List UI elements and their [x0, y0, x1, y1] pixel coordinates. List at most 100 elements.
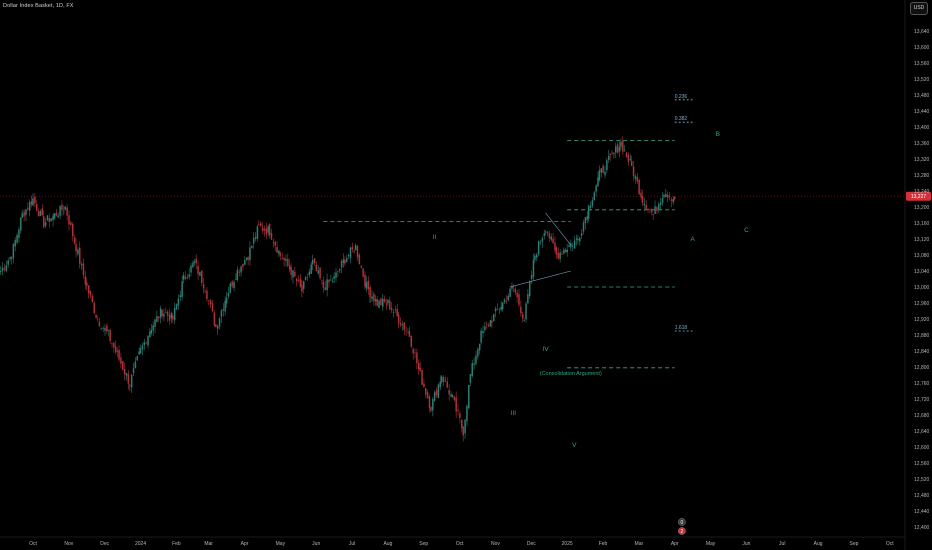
candle-body: [380, 298, 382, 306]
candle-body: [87, 285, 90, 294]
candle-body: [503, 299, 506, 303]
price-tick-label: 12,800: [914, 365, 930, 371]
price-tick-label: 13,200: [914, 205, 930, 211]
candle-body: [440, 376, 443, 383]
candle-body: [629, 159, 632, 161]
candle-body: [182, 274, 185, 280]
candle-body: [351, 247, 354, 250]
event-badge-label: 2: [680, 529, 683, 535]
candle-body: [95, 314, 97, 318]
candle-body: [421, 370, 423, 385]
candle-body: [220, 310, 223, 317]
candle-body: [18, 229, 20, 238]
candle-body: [294, 271, 296, 277]
trendline-upper: [545, 212, 571, 246]
candle-body: [268, 223, 271, 236]
wave-label: A: [690, 236, 695, 243]
candle-body: [278, 250, 280, 255]
candle-body: [505, 300, 508, 302]
candle-body: [304, 277, 307, 280]
candle-body: [408, 331, 411, 337]
time-tick-label: Sep: [850, 541, 859, 547]
candle-body: [595, 185, 597, 192]
candle-body: [397, 314, 400, 324]
candle-body: [496, 309, 499, 310]
candle-body: [229, 283, 232, 293]
candle-body: [430, 407, 432, 411]
candle-body: [471, 363, 473, 377]
candle-body: [173, 308, 176, 321]
time-tick-label: Mar: [204, 541, 213, 547]
candle-body: [457, 409, 459, 412]
candle-body: [20, 217, 22, 231]
time-tick-label: Jun: [312, 541, 320, 547]
time-tick-label: Apr: [241, 541, 249, 547]
candle-body: [520, 306, 522, 314]
candle-body: [317, 270, 319, 274]
candle-body: [365, 282, 368, 289]
candle-body: [175, 304, 178, 310]
candle-body: [55, 212, 58, 216]
candle-body: [89, 290, 92, 296]
time-tick-label: Oct: [29, 541, 37, 547]
candle-body: [579, 237, 581, 242]
candle-body: [149, 331, 151, 338]
candle-body: [122, 361, 124, 370]
candle-body: [652, 214, 654, 215]
candle-body: [322, 281, 325, 288]
candle-body: [254, 237, 257, 239]
time-tick-label: Feb: [599, 541, 608, 547]
candle-body: [435, 390, 438, 396]
candle-body: [48, 218, 51, 223]
candle-body: [487, 324, 490, 327]
candle-body: [63, 210, 65, 212]
candle-body: [181, 281, 183, 298]
candle-body: [382, 298, 384, 307]
wave-label: IV: [543, 346, 550, 353]
candle-body: [190, 265, 192, 273]
candle-body: [616, 144, 619, 153]
candle-body: [643, 203, 646, 206]
fib-level-label: 1.618: [675, 325, 688, 331]
candle-body: [50, 218, 52, 222]
candle-body: [57, 215, 59, 218]
candle-body: [259, 223, 262, 227]
candle-body: [623, 149, 626, 151]
candle-body: [249, 247, 251, 261]
candle-body: [78, 247, 81, 264]
candle-body: [66, 207, 68, 216]
candle-body: [272, 242, 275, 244]
candle-body: [238, 271, 240, 273]
candle-body: [666, 194, 669, 198]
candle-body: [543, 233, 545, 236]
candle-body: [159, 308, 162, 318]
candle-body: [193, 261, 196, 264]
event-badge: [678, 518, 686, 526]
candle-body: [132, 368, 135, 373]
price-tick-label: 12,680: [914, 413, 930, 419]
candle-body: [405, 330, 407, 332]
candle-body: [302, 281, 305, 289]
candle-body: [3, 268, 6, 270]
candle-body: [550, 236, 552, 240]
candle-body: [412, 348, 414, 354]
candle-body: [347, 255, 350, 257]
candle-body: [77, 249, 79, 255]
trendline-lower: [509, 270, 571, 288]
candle-body: [589, 205, 592, 208]
candle-body: [331, 281, 334, 282]
candle-body: [489, 320, 492, 327]
candle-body: [602, 165, 604, 173]
candle-body: [399, 323, 402, 326]
currency-button[interactable]: USD: [910, 2, 928, 15]
candle-body: [539, 242, 542, 243]
candle-body: [324, 287, 326, 291]
candle-body: [252, 237, 255, 244]
candle-body: [572, 245, 574, 247]
candle-body: [139, 348, 142, 354]
candle-body: [261, 227, 264, 231]
price-tick-label: 12,600: [914, 445, 930, 451]
candle-body: [154, 319, 156, 327]
candle-body: [432, 399, 434, 411]
